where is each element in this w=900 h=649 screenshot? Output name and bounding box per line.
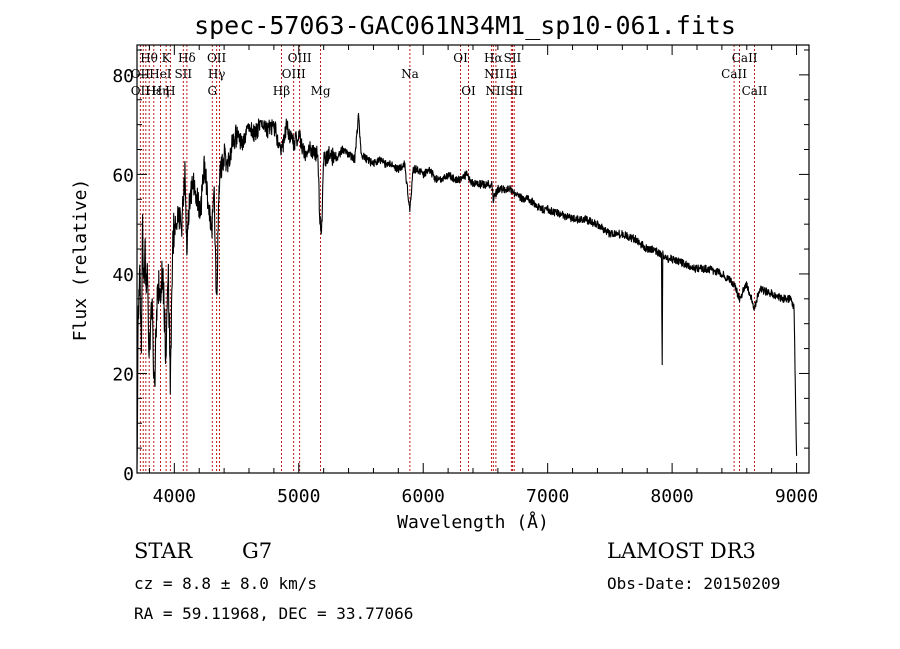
- line-label: SII: [505, 84, 523, 98]
- x-tick-label: 8000: [650, 486, 693, 507]
- line-label: CaII: [721, 67, 747, 81]
- survey-name: LAMOST DR3: [607, 539, 756, 563]
- line-label: Hθ: [140, 51, 158, 65]
- x-tick-label: 5000: [277, 486, 320, 507]
- line-label: Li: [505, 67, 517, 81]
- object-subclass: G7: [242, 539, 272, 563]
- line-label: NII: [484, 67, 504, 81]
- x-tick-label: 9000: [775, 486, 818, 507]
- line-label: Hγ: [208, 67, 226, 81]
- x-tick-label: 6000: [402, 486, 445, 507]
- chart-title: spec-57063-GAC061N34M1_sp10-061.fits: [194, 11, 736, 40]
- line-label: Mg: [311, 84, 331, 98]
- line-label: SII: [174, 67, 192, 81]
- y-tick-label: 60: [112, 165, 134, 186]
- line-label: Hα: [484, 51, 503, 65]
- object-class: STAR: [134, 539, 193, 563]
- line-label: OIII: [288, 51, 312, 65]
- line-label: OI: [453, 51, 468, 65]
- line-markers: [139, 45, 755, 473]
- line-label: OII: [131, 84, 151, 98]
- line-label: CaII: [742, 84, 768, 98]
- x-axis-label: Wavelength (Å): [397, 511, 549, 533]
- line-label: HeI: [149, 67, 172, 81]
- y-tick-label: 20: [112, 364, 134, 385]
- line-label: Hη: [152, 84, 170, 98]
- line-label: CaII: [732, 51, 758, 65]
- line-label: Hε: [145, 84, 162, 98]
- line-label: G: [207, 84, 217, 98]
- line-label: Hδ: [178, 51, 196, 65]
- line-label: K: [162, 51, 172, 65]
- line-label: OI: [461, 84, 476, 98]
- line-label: H: [165, 84, 175, 98]
- y-tick-label: 80: [112, 66, 134, 87]
- flux-series-line: [136, 112, 798, 470]
- line-label: OIII: [282, 67, 306, 81]
- observation-date: Obs-Date: 20150209: [607, 574, 780, 593]
- line-label: Na: [401, 67, 419, 81]
- line-label: OII: [207, 51, 227, 65]
- line-label: SII: [504, 51, 522, 65]
- y-axis-label: Flux (relative): [70, 179, 91, 342]
- line-label: OII: [131, 67, 151, 81]
- tick-labels: 4000 5000 6000 7000 8000 9000 0 20 40 60 80: [112, 66, 818, 507]
- line-label: Hβ: [273, 84, 290, 98]
- axis-ticks: [137, 45, 809, 474]
- sky-coordinates: RA = 59.11968, DEC = 33.77066: [134, 604, 413, 623]
- y-tick-label: 0: [123, 464, 134, 485]
- redshift-velocity: cz = 8.8 ± 8.0 km/s: [134, 574, 317, 593]
- line-label: NII: [485, 84, 505, 98]
- y-tick-label: 40: [112, 265, 134, 286]
- plot-frame: [136, 44, 810, 474]
- x-tick-label: 4000: [153, 486, 196, 507]
- x-tick-label: 7000: [526, 486, 569, 507]
